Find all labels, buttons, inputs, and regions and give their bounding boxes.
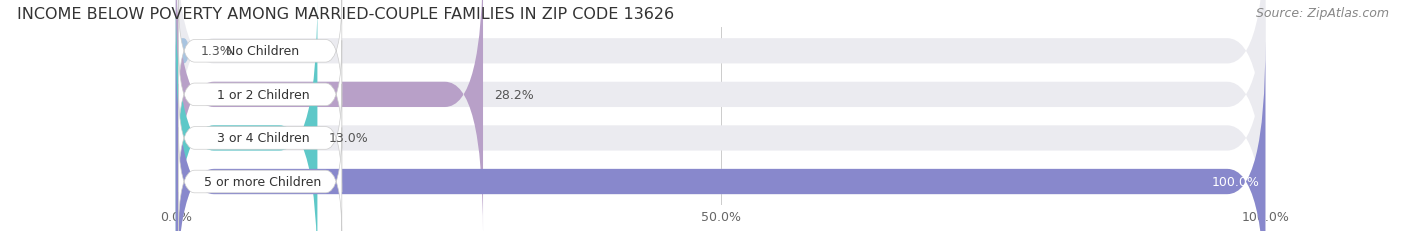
Text: 13.0%: 13.0%: [329, 132, 368, 145]
Text: 100.0%: 100.0%: [1212, 175, 1260, 188]
Text: 1.3%: 1.3%: [201, 45, 232, 58]
Text: 5 or more Children: 5 or more Children: [204, 175, 322, 188]
FancyBboxPatch shape: [176, 43, 1265, 231]
Text: INCOME BELOW POVERTY AMONG MARRIED-COUPLE FAMILIES IN ZIP CODE 13626: INCOME BELOW POVERTY AMONG MARRIED-COUPL…: [17, 7, 673, 22]
FancyBboxPatch shape: [179, 85, 342, 192]
FancyBboxPatch shape: [176, 0, 484, 231]
FancyBboxPatch shape: [179, 128, 342, 231]
FancyBboxPatch shape: [176, 0, 1265, 231]
Text: 3 or 4 Children: 3 or 4 Children: [217, 132, 309, 145]
FancyBboxPatch shape: [176, 43, 1265, 231]
FancyBboxPatch shape: [176, 39, 190, 64]
Text: Source: ZipAtlas.com: Source: ZipAtlas.com: [1256, 7, 1389, 20]
FancyBboxPatch shape: [176, 0, 1265, 231]
Text: 1 or 2 Children: 1 or 2 Children: [217, 88, 309, 101]
FancyBboxPatch shape: [176, 0, 1265, 191]
Text: No Children: No Children: [226, 45, 299, 58]
Text: 28.2%: 28.2%: [494, 88, 534, 101]
FancyBboxPatch shape: [176, 0, 318, 231]
FancyBboxPatch shape: [179, 0, 342, 105]
FancyBboxPatch shape: [179, 41, 342, 149]
